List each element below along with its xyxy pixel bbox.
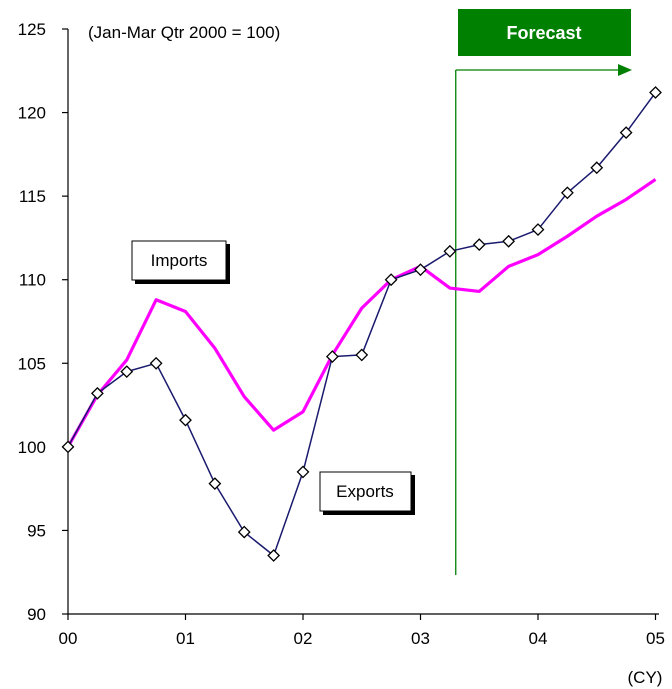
exports-data-point (560, 186, 574, 200)
forecast-marker: Forecast (455, 9, 632, 575)
exports-callout-box (319, 471, 412, 512)
y-tick-label: 105 (18, 354, 46, 373)
x-tick-label: 00 (59, 629, 78, 648)
x-tick-label: 02 (294, 629, 313, 648)
imports-callout-box (131, 240, 227, 281)
x-tick-label: 03 (411, 629, 430, 648)
exports-data-point (61, 440, 75, 454)
exports-data-point (296, 465, 310, 479)
y-tick-label: 125 (18, 20, 46, 39)
forecast-arrowhead (618, 64, 632, 76)
y-tick-label: 100 (18, 438, 46, 457)
x-axis: 00 01 02 03 04 05 (59, 613, 665, 648)
exports-data-point (443, 244, 457, 258)
exports-data-point (208, 477, 222, 491)
exports-data-point (649, 86, 662, 99)
exports-data-point (590, 161, 604, 175)
imports-line (66, 178, 657, 448)
exports-data-point (472, 238, 486, 252)
exports-callout: Exports (319, 471, 415, 515)
forecast-label: Forecast (506, 23, 581, 43)
x-tick-label: 01 (176, 629, 195, 648)
exports-data-point (237, 525, 251, 539)
exports-data-point (414, 263, 427, 277)
y-tick-label: 110 (19, 271, 46, 290)
imports-callout-label: Imports (151, 251, 208, 270)
x-axis-unit: (CY) (628, 668, 663, 687)
exports-data-point (384, 273, 398, 287)
y-tick-label: 90 (27, 605, 46, 624)
exports-data-point (355, 348, 369, 362)
y-axis: 90 95 100 105 110 115 120 125 (18, 20, 69, 624)
x-tick-label: 05 (646, 629, 665, 648)
exports-data-point (179, 413, 192, 427)
exports-data-point (120, 365, 134, 379)
exports-data-point (502, 234, 516, 248)
exports-data-point (149, 356, 163, 370)
exports-data-point (619, 126, 633, 140)
forecast-box (458, 9, 631, 56)
y-tick-label: 115 (19, 187, 46, 206)
x-tick-label: 04 (529, 629, 548, 648)
exports-data-point (325, 350, 339, 364)
exports-callout-label: Exports (336, 482, 394, 501)
index-base-note: (Jan-Mar Qtr 2000 = 100) (88, 23, 280, 42)
y-tick-label: 95 (27, 521, 46, 540)
exports-data-point (531, 223, 545, 236)
exports-data-point (267, 549, 281, 562)
series-group (61, 86, 662, 562)
imports-callout: Imports (131, 240, 230, 284)
y-tick-label: 120 (18, 104, 46, 123)
exports-data-point (90, 386, 104, 400)
